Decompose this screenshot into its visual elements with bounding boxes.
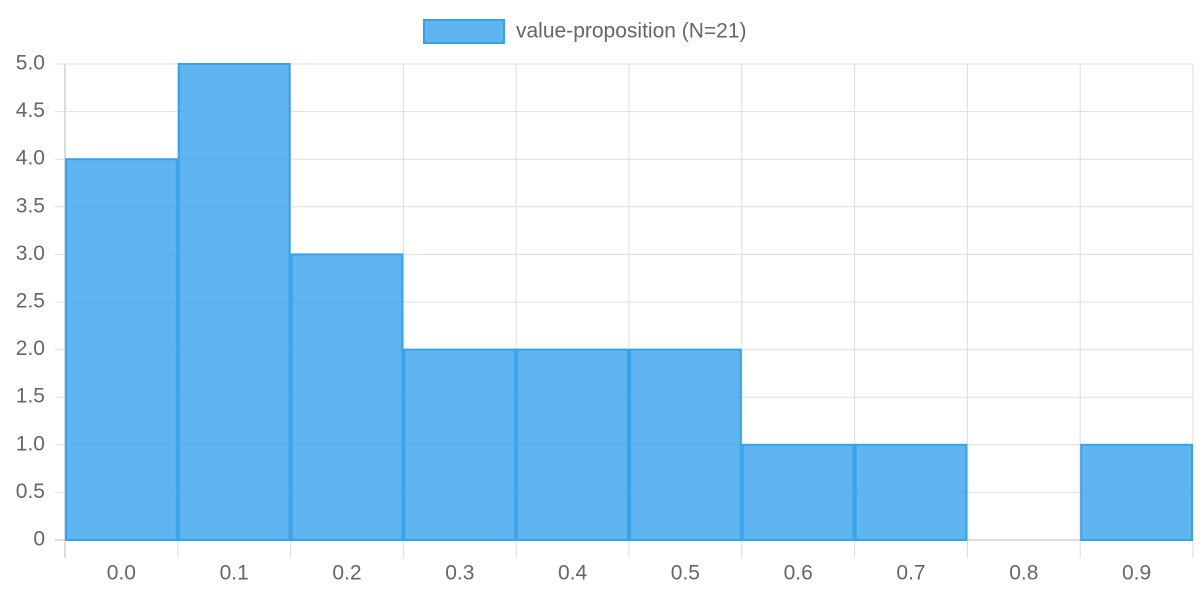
bar	[516, 348, 630, 541]
x-tick-label: 0.9	[1122, 562, 1151, 585]
x-tick-label: 0.5	[671, 562, 700, 585]
bar	[854, 443, 968, 541]
x-tick-label: 0.3	[445, 562, 474, 585]
y-tick-label: 3.0	[16, 242, 45, 265]
y-tick-label: 1.0	[16, 432, 45, 455]
bar	[629, 348, 742, 541]
y-tick-label: 4.5	[16, 99, 45, 122]
bar	[290, 253, 404, 541]
x-tick-label: 0.1	[220, 562, 249, 585]
x-tick-label: 0.6	[784, 562, 813, 585]
bar	[741, 443, 855, 541]
x-tick-label: 0.2	[332, 562, 361, 585]
bar	[403, 348, 517, 541]
y-tick-label: 2.0	[16, 337, 45, 360]
x-tick-label: 0.0	[107, 562, 136, 585]
y-tick-label: 1.5	[16, 385, 45, 408]
x-tick-label: 0.7	[896, 562, 925, 585]
legend-label: value-proposition (N=21)	[516, 20, 747, 43]
y-tick-label: 2.5	[16, 290, 45, 313]
y-tick-label: 4.0	[16, 147, 45, 170]
y-tick-label: 0.5	[16, 480, 45, 503]
x-tick-label: 0.8	[1009, 562, 1038, 585]
legend-swatch	[423, 19, 505, 44]
x-tick-label: 0.4	[558, 562, 588, 585]
bar	[1080, 443, 1193, 541]
y-tick-label: 0	[33, 528, 45, 551]
bar	[65, 158, 178, 541]
bar	[177, 63, 291, 541]
y-tick-label: 3.5	[16, 194, 45, 217]
y-tick-label: 5.0	[16, 52, 45, 75]
